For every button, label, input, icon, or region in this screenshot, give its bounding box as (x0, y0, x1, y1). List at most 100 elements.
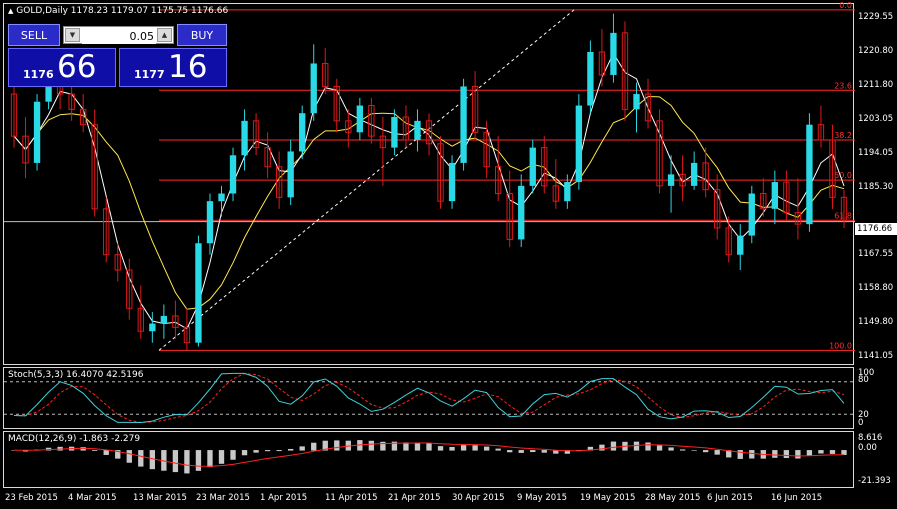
candle (33, 94, 41, 171)
candle (621, 21, 629, 121)
candle-body (183, 326, 191, 344)
candle-body (103, 208, 110, 256)
candle-body (644, 93, 652, 122)
candle (806, 113, 813, 232)
time-tick-label: 30 Apr 2015 (452, 493, 505, 503)
macd-svg (11, 440, 847, 474)
fib-label-3: 50.0 (834, 171, 852, 180)
candle (356, 97, 364, 140)
candle (149, 312, 156, 343)
candle-body (471, 85, 479, 133)
bid-price-small: 1176 (23, 68, 54, 81)
candle (575, 94, 583, 190)
time-tick-label: 16 Jun 2015 (771, 493, 823, 503)
time-tick-label: 23 Feb 2015 (5, 493, 58, 503)
macd-pane[interactable]: MACD(12,26,9) -1.863 -2.279 (3, 431, 854, 488)
candle (679, 155, 686, 202)
buy-button[interactable]: BUY (177, 24, 227, 46)
sell-button[interactable]: SELL (8, 24, 60, 46)
candle (494, 136, 502, 202)
candle-body (690, 162, 698, 186)
candle-body (506, 193, 513, 240)
bid-price-button[interactable]: 1176 66 (8, 48, 116, 87)
candle-body (667, 174, 675, 186)
one-click-trading-panel: SELL ▼ ▲ BUY 1176 66 1177 16 (8, 24, 227, 87)
candle-body (587, 51, 594, 106)
candle (829, 124, 836, 209)
stochastic-pane[interactable]: Stoch(5,3,3) 16.4070 42.5196 (3, 367, 855, 429)
candle-body (817, 124, 825, 141)
stoch-level-100: 100 (858, 368, 875, 378)
candle-body (287, 151, 294, 198)
candle (391, 109, 398, 156)
candle-body (437, 143, 444, 202)
stoch-level-0: 0 (858, 418, 864, 428)
candle-body (656, 120, 663, 187)
chart-header: ▲ GOLD,Daily 1178.23 1179.07 1175.75 117… (8, 6, 228, 16)
candle-body (714, 189, 721, 229)
candle-body (195, 243, 202, 343)
candle-body (149, 323, 156, 332)
fib-label-2: 38.2 (834, 131, 852, 140)
candle-body (322, 62, 329, 87)
time-tick-label: 28 May 2015 (645, 493, 701, 503)
candle (448, 155, 456, 209)
candle (126, 258, 133, 320)
price-chart-svg: 0.0 23.6 38.2 50.0 61.8 100.0 (4, 1, 855, 351)
candle (160, 304, 168, 339)
candle (529, 139, 536, 194)
price-tick-label: 1220.80 (858, 45, 894, 56)
candle-body (483, 131, 490, 168)
current-price-tag: 1176.66 (855, 223, 897, 235)
lot-decrease-icon[interactable]: ▼ (65, 28, 80, 42)
candle-body (679, 173, 686, 187)
time-tick-label: 4 Mar 2015 (68, 493, 117, 503)
candle-body (806, 124, 813, 225)
candle (103, 197, 110, 263)
candle (379, 117, 387, 186)
candle (264, 132, 271, 179)
candle-body (252, 120, 260, 149)
candle-body (368, 105, 375, 137)
candle-body (114, 254, 121, 271)
candle-body (552, 185, 559, 202)
candle (748, 185, 755, 244)
candle-body (448, 162, 456, 202)
candle-body (91, 124, 98, 210)
lot-increase-icon[interactable]: ▲ (157, 28, 172, 42)
price-chart-pane[interactable]: 0.0 23.6 38.2 50.0 61.8 100.0 ▲ GOLD,Daily 11… (3, 1, 855, 365)
candle-body (760, 193, 767, 210)
candle (10, 82, 18, 148)
candle (183, 308, 191, 351)
candle-body (229, 155, 237, 194)
time-tick-label: 13 Mar 2015 (133, 493, 187, 503)
candle (794, 178, 802, 240)
candle (206, 193, 214, 255)
time-tick-label: 9 May 2015 (517, 493, 568, 503)
candle-body (737, 235, 744, 255)
candle-body (356, 105, 364, 133)
stoch-main-line (13, 372, 845, 424)
ask-price-button[interactable]: 1177 16 (119, 48, 227, 87)
candle-body (460, 86, 467, 163)
candle (425, 113, 433, 156)
candle (218, 185, 225, 217)
macd-level-zero: 0.00 (858, 443, 877, 453)
fib-label-0: 0.0 (839, 1, 852, 10)
lot-size-input[interactable] (82, 28, 156, 44)
candle (771, 170, 779, 225)
candle-body (264, 147, 271, 168)
candle (299, 105, 306, 160)
candle (91, 109, 98, 217)
candle-body (829, 139, 836, 198)
price-axis: 1229.55 1220.80 1211.80 1203.05 1194.05 1185.… (856, 0, 897, 366)
candle-body (702, 162, 709, 191)
fib-label-5: 100.0 (829, 341, 852, 350)
macd-label: MACD(12,26,9) -1.863 -2.279 (8, 434, 141, 444)
fib-label-1: 23.6 (834, 81, 852, 90)
candle (172, 300, 179, 339)
candle (195, 235, 202, 347)
triangle-up-icon: ▲ (8, 7, 14, 15)
time-tick-label: 19 May 2015 (580, 493, 636, 503)
